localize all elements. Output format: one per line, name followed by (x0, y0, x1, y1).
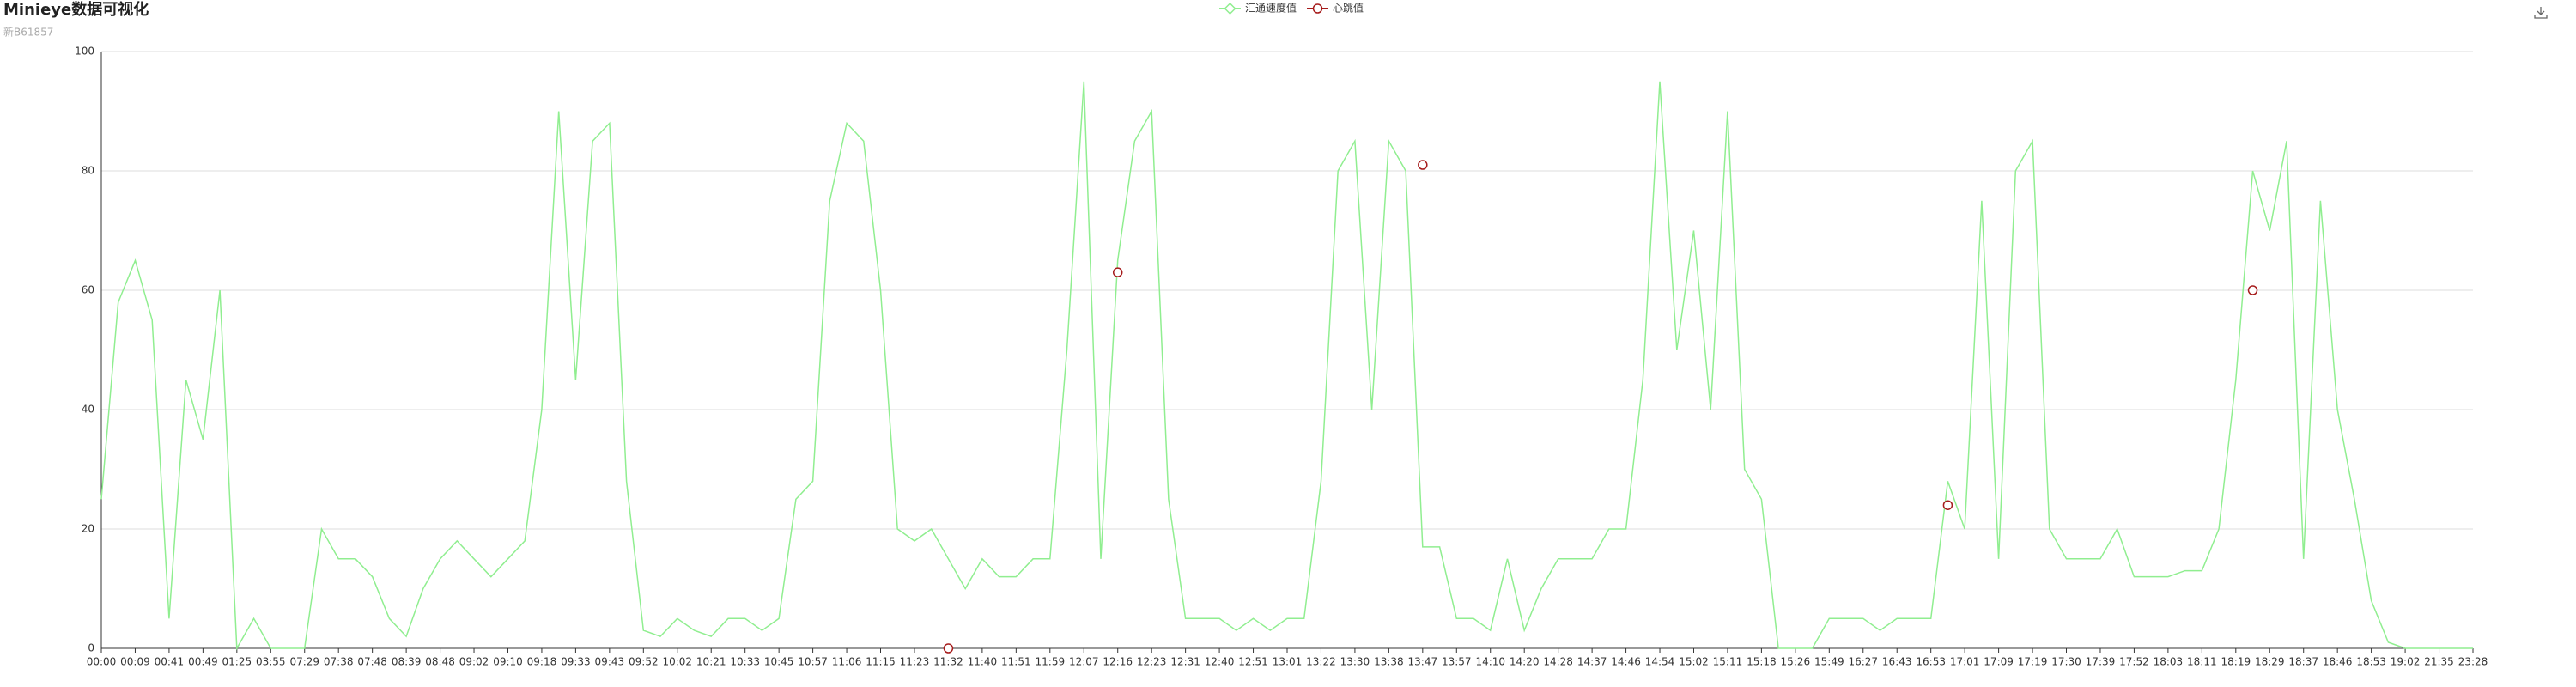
x-tick-label: 18:11 (2187, 656, 2217, 668)
heartbeat-point (2247, 285, 2258, 295)
y-tick-label: 40 (82, 404, 94, 416)
x-tick-label: 08:48 (425, 656, 455, 668)
x-tick-label: 16:43 (1882, 656, 1912, 668)
x-tick-label: 10:57 (798, 656, 828, 668)
download-glyph[interactable] (2534, 7, 2548, 19)
chart-subtitle: 新B61857 (3, 26, 53, 39)
x-tick-label: 11:32 (933, 656, 963, 668)
x-tick-label: 14:46 (1611, 656, 1641, 668)
x-tick-label: 09:52 (629, 656, 659, 668)
x-tick-label: 13:57 (1442, 656, 1472, 668)
x-tick-label: 12:51 (1238, 656, 1268, 668)
heartbeat-point (1112, 267, 1123, 277)
x-tick-label: 13:38 (1374, 656, 1404, 668)
x-tick-label: 11:59 (1036, 656, 1066, 668)
x-tick-label: 17:39 (2086, 656, 2116, 668)
speed-line (100, 81, 2473, 651)
y-tick-label: 80 (82, 165, 94, 177)
x-tick-label: 15:02 (1679, 656, 1709, 668)
x-tick-label: 10:21 (696, 656, 726, 668)
heartbeat-point (943, 643, 954, 654)
x-tick-label: 14:54 (1645, 656, 1675, 668)
x-tick-label: 18:46 (2323, 656, 2353, 668)
x-tick-label: 09:02 (459, 656, 489, 668)
x-tick-label: 14:20 (1510, 656, 1540, 668)
x-tick-label: 21:35 (2424, 656, 2454, 668)
x-tick-label: 11:06 (832, 656, 862, 668)
x-tick-label: 13:22 (1306, 656, 1336, 668)
legend-label: 汇通速度值 (1245, 2, 1297, 15)
x-tick-label: 13:01 (1273, 656, 1303, 668)
x-tick-label: 03:55 (256, 656, 286, 668)
x-tick-label: 07:38 (324, 656, 354, 668)
x-tick-label: 12:23 (1137, 656, 1167, 668)
x-tick-label: 17:30 (2051, 656, 2081, 668)
x-tick-label: 15:18 (1747, 656, 1777, 668)
x-tick-label: 00:41 (155, 656, 185, 668)
x-tick-label: 10:33 (730, 656, 760, 668)
x-tick-label: 01:25 (222, 656, 252, 668)
x-tick-label: 13:47 (1408, 656, 1438, 668)
x-tick-label: 18:29 (2255, 656, 2285, 668)
chart-title: Minieye数据可视化 (3, 0, 149, 19)
legend-label: 心跳值 (1333, 2, 1364, 15)
x-tick-label: 16:27 (1848, 656, 1878, 668)
x-tick-label: 11:51 (1001, 656, 1031, 668)
x-tick-label: 11:15 (866, 656, 896, 668)
x-tick-label: 10:45 (764, 656, 794, 668)
x-tick-label: 17:19 (2018, 656, 2048, 668)
legend-marker (1224, 2, 1236, 15)
x-tick-label: 19:02 (2391, 656, 2421, 668)
x-tick-label: 07:48 (357, 656, 387, 668)
x-tick-label: 15:49 (1814, 656, 1844, 668)
heartbeat-point (1942, 500, 1953, 510)
x-tick-label: 00:09 (120, 656, 150, 668)
x-tick-label: 12:40 (1205, 656, 1235, 668)
y-tick-label: 100 (75, 46, 94, 58)
x-tick-label: 18:19 (2221, 656, 2251, 668)
x-tick-label: 11:23 (900, 656, 930, 668)
x-tick-label: 08:39 (392, 656, 422, 668)
x-tick-label: 15:26 (1781, 656, 1811, 668)
download-icon[interactable] (2534, 7, 2548, 19)
x-tick-label: 10:02 (662, 656, 692, 668)
x-tick-label: 00:00 (87, 656, 117, 668)
x-tick-label: 14:28 (1543, 656, 1573, 668)
x-tick-label: 11:40 (968, 656, 998, 668)
x-tick-label: 16:53 (1916, 656, 1946, 668)
x-tick-label: 09:10 (493, 656, 523, 668)
x-tick-label: 17:09 (1984, 656, 2014, 668)
x-tick-label: 12:31 (1170, 656, 1200, 668)
x-tick-label: 18:03 (2154, 656, 2184, 668)
legend-marker (1312, 3, 1323, 14)
x-tick-label: 18:53 (2356, 656, 2386, 668)
x-tick-label: 00:49 (188, 656, 218, 668)
x-tick-label: 18:37 (2288, 656, 2318, 668)
x-tick-label: 17:52 (2119, 656, 2149, 668)
x-tick-label: 12:07 (1069, 656, 1099, 668)
x-tick-label: 15:11 (1713, 656, 1743, 668)
x-tick-label: 17:01 (1950, 656, 1980, 668)
x-tick-label: 09:18 (527, 656, 557, 668)
y-tick-label: 20 (82, 523, 94, 535)
x-tick-label: 14:10 (1475, 656, 1505, 668)
heartbeat-point (1418, 160, 1428, 170)
y-tick-label: 60 (82, 284, 94, 296)
x-tick-label: 12:16 (1103, 656, 1133, 668)
x-tick-label: 09:43 (595, 656, 625, 668)
x-tick-label: 09:33 (561, 656, 591, 668)
y-tick-label: 0 (88, 642, 94, 654)
x-tick-label: 13:30 (1340, 656, 1370, 668)
x-tick-label: 23:28 (2458, 656, 2488, 668)
x-tick-label: 07:29 (289, 656, 319, 668)
x-tick-label: 14:37 (1577, 656, 1607, 668)
